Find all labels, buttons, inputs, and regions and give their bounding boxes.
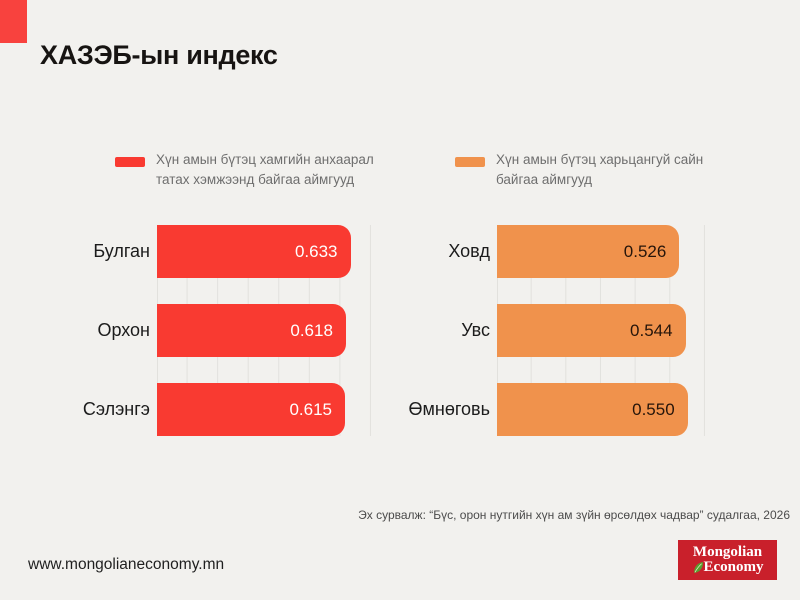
source-note: Эх сурвалж: “Бүс, орон нутгийн хүн ам зү… xyxy=(358,508,790,522)
category-label: Ховд xyxy=(448,241,490,261)
bar: 0.550 xyxy=(497,383,688,436)
bar-value: 0.544 xyxy=(630,320,673,340)
bar: 0.615 xyxy=(157,383,345,436)
legend-orange: Хүн амын бүтэц харьцангуй сайн байгаа ай… xyxy=(455,150,735,190)
plot-area: 0.526 0.544 0.550 xyxy=(497,225,705,436)
footer-url: www.mongolianeconomy.mn xyxy=(28,556,225,573)
bar-value: 0.618 xyxy=(290,320,333,340)
legend-red-label: Хүн амын бүтэц хамгийн анхаарал татах хэ… xyxy=(156,152,374,187)
accent-square xyxy=(0,0,27,43)
legend-orange-label: Хүн амын бүтэц харьцангуй сайн байгаа ай… xyxy=(496,152,704,187)
category-label: Орхон xyxy=(97,320,150,340)
logo: Mongolian Economy xyxy=(678,540,777,580)
category-label: Увс xyxy=(461,320,490,340)
bar-value: 0.526 xyxy=(623,241,667,261)
bar: 0.526 xyxy=(497,225,680,278)
category-label: Сэлэнгэ xyxy=(82,399,150,419)
bar-chart-red: Булган Орхон Сэлэнгэ 0.633 0.618 0.615 xyxy=(40,225,371,436)
bar: 0.633 xyxy=(157,225,351,278)
category-labels: Булган Орхон Сэлэнгэ xyxy=(40,225,157,436)
category-label: Өмнөговь xyxy=(408,399,490,419)
category-labels: Ховд Увс Өмнөговь xyxy=(408,225,497,436)
bar-value: 0.633 xyxy=(294,241,338,261)
logo-text-line1: Mongolian xyxy=(692,544,763,560)
category-label: Булган xyxy=(93,241,150,261)
legend-red: Хүн амын бүтэц хамгийн анхаарал татах хэ… xyxy=(115,150,395,190)
bar-value: 0.615 xyxy=(289,399,332,419)
page-title: ХАЗЭБ-ын индекс xyxy=(40,40,278,70)
legend-orange-swatch-icon xyxy=(455,157,485,167)
bar-value: 0.550 xyxy=(632,399,675,419)
plot-area: 0.633 0.618 0.615 xyxy=(157,225,371,436)
bar: 0.618 xyxy=(157,304,346,357)
legend-red-swatch-icon xyxy=(115,157,145,167)
leaf-icon xyxy=(693,562,703,574)
bar: 0.544 xyxy=(497,304,686,357)
bar-chart-orange: Ховд Увс Өмнөговь 0.526 0.544 0.550 xyxy=(408,225,705,436)
logo-text-line2: Economy xyxy=(703,559,764,575)
